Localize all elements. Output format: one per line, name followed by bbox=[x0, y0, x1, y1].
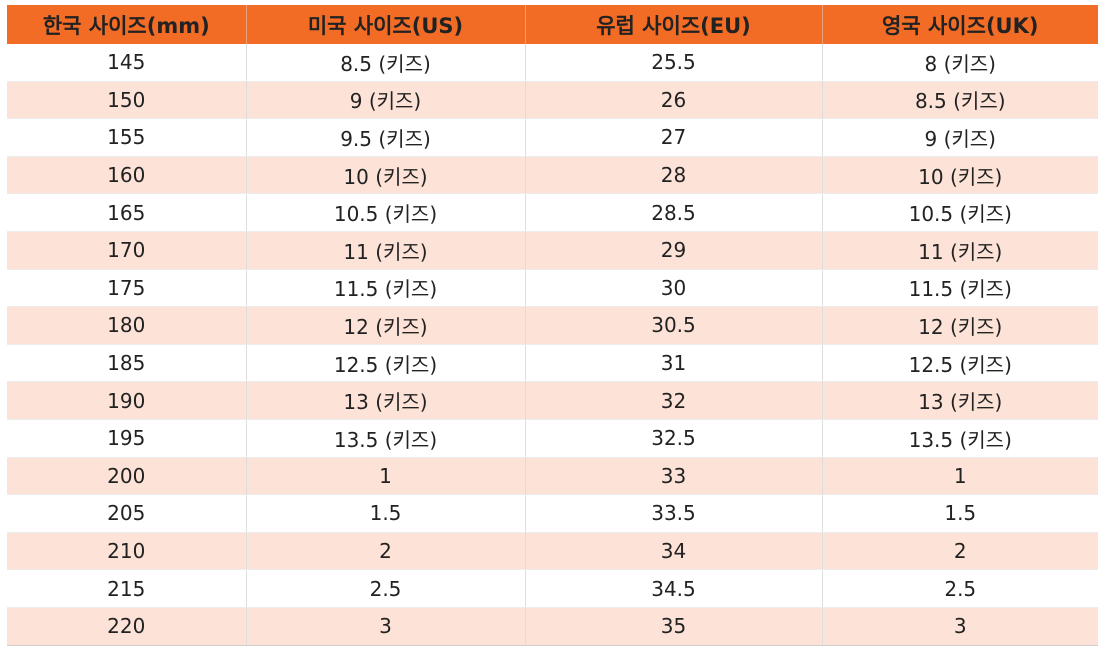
cell-korean: 160 bbox=[7, 156, 247, 195]
cell-korean: 180 bbox=[7, 306, 247, 345]
cell-us: 1.5 bbox=[246, 494, 526, 533]
cell-korean: 185 bbox=[7, 344, 247, 383]
table-row: 155 9.5 (키즈) 27 9 (키즈) bbox=[7, 118, 1098, 157]
table-row: 180 12 (키즈) 30.5 12 (키즈) bbox=[7, 306, 1098, 345]
table-row: 165 10.5 (키즈) 28.5 10.5 (키즈) bbox=[7, 193, 1098, 232]
cell-us: 1 bbox=[246, 457, 526, 496]
cell-eu: 28 bbox=[525, 156, 823, 195]
table-row: 170 11 (키즈) 29 11 (키즈) bbox=[7, 231, 1098, 270]
cell-us: 3 bbox=[246, 607, 526, 646]
cell-korean: 165 bbox=[7, 193, 247, 232]
cell-us: 12.5 (키즈) bbox=[246, 344, 526, 383]
header-eu-size: 유럽 사이즈(EU) bbox=[525, 5, 823, 44]
cell-uk: 10.5 (키즈) bbox=[822, 193, 1098, 232]
cell-korean: 145 bbox=[7, 44, 247, 82]
table-row: 195 13.5 (키즈) 32.5 13.5 (키즈) bbox=[7, 419, 1098, 458]
cell-uk: 2.5 bbox=[822, 569, 1098, 608]
cell-us: 8.5 (키즈) bbox=[246, 44, 526, 82]
cell-us: 10.5 (키즈) bbox=[246, 193, 526, 232]
cell-uk: 10 (키즈) bbox=[822, 156, 1098, 195]
table-row: 160 10 (키즈) 28 10 (키즈) bbox=[7, 156, 1098, 195]
cell-uk: 2 bbox=[822, 532, 1098, 571]
cell-uk: 1.5 bbox=[822, 494, 1098, 533]
cell-korean: 200 bbox=[7, 457, 247, 496]
table-header-row: 한국 사이즈(mm) 미국 사이즈(US) 유럽 사이즈(EU) 영국 사이즈(… bbox=[7, 5, 1098, 44]
cell-us: 12 (키즈) bbox=[246, 306, 526, 345]
table-row: 215 2.5 34.5 2.5 bbox=[7, 569, 1098, 608]
cell-korean: 175 bbox=[7, 269, 247, 308]
table-row: 175 11.5 (키즈) 30 11.5 (키즈) bbox=[7, 269, 1098, 308]
cell-us: 13 (키즈) bbox=[246, 381, 526, 420]
table-row: 205 1.5 33.5 1.5 bbox=[7, 494, 1098, 533]
cell-uk: 8.5 (키즈) bbox=[822, 81, 1098, 120]
table-body: 145 8.5 (키즈) 25.5 8 (키즈) 150 9 (키즈) 26 8… bbox=[7, 44, 1098, 646]
cell-uk: 11 (키즈) bbox=[822, 231, 1098, 270]
header-uk-size: 영국 사이즈(UK) bbox=[822, 5, 1098, 44]
cell-us: 2 bbox=[246, 532, 526, 571]
cell-korean: 170 bbox=[7, 231, 247, 270]
cell-eu: 34 bbox=[525, 532, 823, 571]
cell-us: 9 (키즈) bbox=[246, 81, 526, 120]
header-korean-size: 한국 사이즈(mm) bbox=[7, 5, 247, 44]
cell-uk: 11.5 (키즈) bbox=[822, 269, 1098, 308]
cell-us: 11 (키즈) bbox=[246, 231, 526, 270]
cell-korean: 215 bbox=[7, 569, 247, 608]
table-row: 220 3 35 3 bbox=[7, 607, 1098, 646]
cell-korean: 210 bbox=[7, 532, 247, 571]
cell-eu: 30 bbox=[525, 269, 823, 308]
table-row: 210 2 34 2 bbox=[7, 532, 1098, 571]
cell-eu: 33.5 bbox=[525, 494, 823, 533]
cell-eu: 32 bbox=[525, 381, 823, 420]
cell-korean: 190 bbox=[7, 381, 247, 420]
cell-eu: 30.5 bbox=[525, 306, 823, 345]
cell-eu: 25.5 bbox=[525, 44, 823, 82]
cell-eu: 27 bbox=[525, 118, 823, 157]
table-row: 200 1 33 1 bbox=[7, 457, 1098, 496]
cell-eu: 26 bbox=[525, 81, 823, 120]
cell-uk: 8 (키즈) bbox=[822, 44, 1098, 82]
cell-eu: 29 bbox=[525, 231, 823, 270]
cell-us: 13.5 (키즈) bbox=[246, 419, 526, 458]
header-us-size: 미국 사이즈(US) bbox=[246, 5, 526, 44]
cell-uk: 12 (키즈) bbox=[822, 306, 1098, 345]
cell-us: 11.5 (키즈) bbox=[246, 269, 526, 308]
table-row: 185 12.5 (키즈) 31 12.5 (키즈) bbox=[7, 344, 1098, 383]
cell-uk: 13.5 (키즈) bbox=[822, 419, 1098, 458]
cell-korean: 155 bbox=[7, 118, 247, 157]
cell-korean: 150 bbox=[7, 81, 247, 120]
cell-korean: 205 bbox=[7, 494, 247, 533]
size-conversion-table: 한국 사이즈(mm) 미국 사이즈(US) 유럽 사이즈(EU) 영국 사이즈(… bbox=[7, 5, 1098, 646]
cell-us: 9.5 (키즈) bbox=[246, 118, 526, 157]
cell-uk: 3 bbox=[822, 607, 1098, 646]
cell-eu: 35 bbox=[525, 607, 823, 646]
table-row: 190 13 (키즈) 32 13 (키즈) bbox=[7, 381, 1098, 420]
cell-uk: 12.5 (키즈) bbox=[822, 344, 1098, 383]
cell-korean: 195 bbox=[7, 419, 247, 458]
cell-eu: 28.5 bbox=[525, 193, 823, 232]
cell-us: 10 (키즈) bbox=[246, 156, 526, 195]
cell-eu: 34.5 bbox=[525, 569, 823, 608]
cell-uk: 1 bbox=[822, 457, 1098, 496]
cell-uk: 9 (키즈) bbox=[822, 118, 1098, 157]
table-row: 150 9 (키즈) 26 8.5 (키즈) bbox=[7, 81, 1098, 120]
cell-uk: 13 (키즈) bbox=[822, 381, 1098, 420]
table-row: 145 8.5 (키즈) 25.5 8 (키즈) bbox=[7, 44, 1098, 82]
cell-eu: 32.5 bbox=[525, 419, 823, 458]
cell-korean: 220 bbox=[7, 607, 247, 646]
cell-eu: 33 bbox=[525, 457, 823, 496]
cell-eu: 31 bbox=[525, 344, 823, 383]
size-chart: 한국 사이즈(mm) 미국 사이즈(US) 유럽 사이즈(EU) 영국 사이즈(… bbox=[7, 5, 1098, 646]
cell-us: 2.5 bbox=[246, 569, 526, 608]
